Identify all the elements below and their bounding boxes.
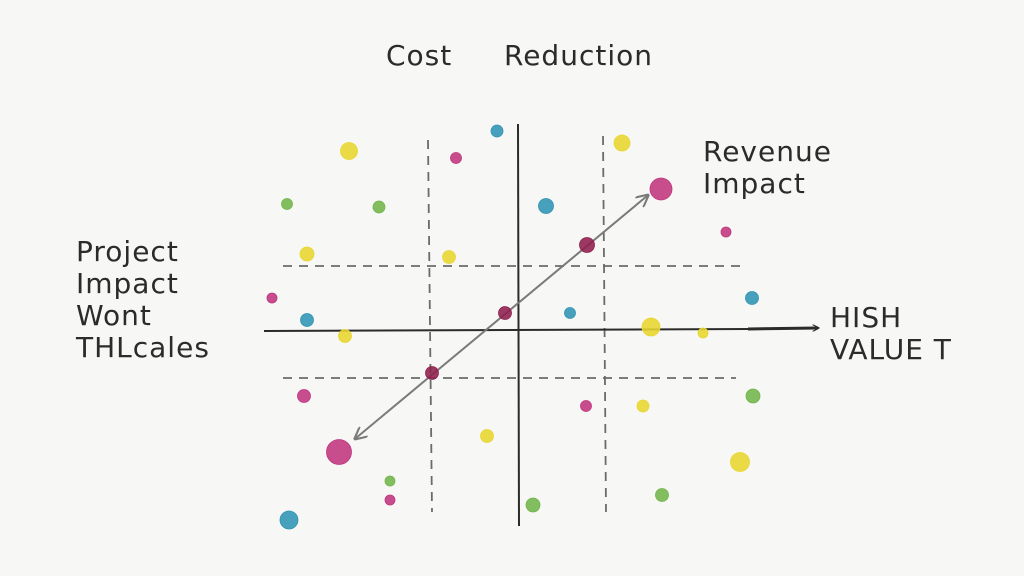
trend-point bbox=[326, 439, 352, 465]
scatter-point bbox=[745, 291, 759, 305]
scatter-point bbox=[720, 226, 732, 238]
label-line: Impact bbox=[703, 167, 806, 200]
scatter-point bbox=[613, 134, 631, 152]
scatter-point bbox=[384, 494, 396, 506]
trend-point bbox=[425, 366, 439, 380]
label-line: Project bbox=[76, 235, 179, 268]
scatter-point bbox=[636, 399, 650, 413]
scatter-point bbox=[300, 313, 314, 327]
label-line: THLcales bbox=[76, 331, 210, 364]
trend-point bbox=[498, 306, 512, 320]
scatter-point bbox=[279, 510, 299, 530]
scatter-point bbox=[384, 475, 396, 487]
label-line: Revenue bbox=[703, 135, 832, 168]
scatter-point bbox=[372, 200, 386, 214]
trend-point bbox=[649, 177, 673, 201]
trend-point bbox=[579, 237, 595, 253]
title-reduction: Reduction bbox=[504, 39, 653, 72]
label-line: Wont bbox=[76, 299, 152, 332]
scatter-point bbox=[580, 400, 592, 412]
label-high-value: HISH VALUE T bbox=[830, 302, 952, 366]
scatter-point bbox=[266, 292, 278, 304]
horizontal-axis-line bbox=[263, 328, 749, 332]
scatter-point bbox=[697, 327, 709, 339]
scatter-point bbox=[297, 389, 311, 403]
scatter-point bbox=[564, 307, 576, 319]
label-line: Impact bbox=[76, 267, 179, 300]
label-project-impact: Project Impact Wont THLcales bbox=[76, 236, 210, 364]
scatter-point bbox=[525, 497, 541, 513]
scatter-point bbox=[730, 452, 750, 472]
high-value-arrow bbox=[747, 328, 818, 329]
title-cost: Cost bbox=[386, 39, 453, 72]
scatter-point bbox=[490, 124, 504, 138]
marker-dots bbox=[266, 124, 761, 530]
scatter-point bbox=[338, 329, 352, 343]
scatter-point bbox=[480, 429, 494, 443]
dashed-grid bbox=[283, 135, 746, 513]
dashed-grid-line bbox=[427, 139, 433, 513]
scatter-point bbox=[655, 488, 669, 502]
scatter-point bbox=[299, 246, 315, 262]
scatter-point bbox=[450, 152, 462, 164]
scatter-point bbox=[745, 388, 761, 404]
label-revenue-impact: Revenue Impact bbox=[703, 136, 832, 200]
scatter-point bbox=[641, 317, 661, 337]
dashed-grid-line bbox=[602, 135, 607, 513]
scatter-point bbox=[281, 198, 293, 210]
scatter-point bbox=[340, 142, 358, 160]
scatter-point bbox=[442, 250, 456, 264]
vertical-axis-line bbox=[517, 123, 520, 527]
label-line: HISH bbox=[830, 301, 903, 334]
scatter-point bbox=[538, 198, 554, 214]
label-line: VALUE T bbox=[830, 333, 952, 366]
